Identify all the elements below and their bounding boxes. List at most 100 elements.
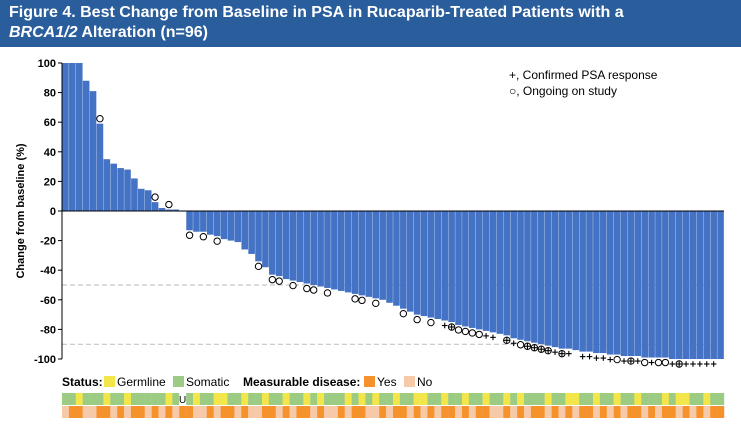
md-cell: [703, 406, 711, 418]
md-cell: [399, 406, 407, 418]
status-cell: [296, 393, 304, 405]
legend-ongoing: ○, Ongoing on study: [509, 84, 617, 98]
status-cell: [282, 393, 290, 405]
status-cell: [620, 393, 628, 405]
status-cell: [468, 393, 476, 405]
md-cell: [717, 406, 725, 418]
status-cell: [62, 393, 70, 405]
bar: [351, 211, 359, 294]
md-cell: [206, 406, 214, 418]
status-cell: [434, 393, 442, 405]
md-cell: [75, 406, 83, 418]
bar: [227, 211, 235, 241]
md-cell: [544, 406, 552, 418]
y-tick-label: -80: [40, 324, 56, 336]
bar: [627, 211, 635, 357]
md-cell: [530, 406, 539, 418]
status-cell: [303, 393, 311, 405]
figure-title-rest: Alteration (n=96): [77, 24, 209, 41]
md-cell: [227, 406, 235, 418]
status-cell: [68, 393, 76, 405]
status-cell: [379, 393, 387, 405]
md-cell: [344, 406, 352, 418]
status-cell: [641, 393, 649, 405]
status-cell: [572, 393, 580, 405]
md-cell: [427, 406, 435, 418]
bar: [110, 163, 118, 211]
md-cell: [62, 406, 70, 418]
md-cell: [379, 406, 387, 418]
ongoing-marker: [96, 114, 104, 123]
bar: [241, 211, 249, 250]
bar: [689, 211, 697, 359]
md-cell: [475, 406, 483, 418]
status-cell: [393, 393, 401, 405]
md-cell: [461, 406, 470, 418]
status-cell: [289, 393, 297, 405]
md-cell: [517, 406, 525, 418]
annotation-rows: U: [62, 393, 725, 418]
bar: [517, 211, 524, 340]
status-cell: [606, 393, 614, 405]
status-cell: [365, 393, 373, 405]
bar: [406, 211, 414, 312]
ongoing-marker: [309, 286, 318, 294]
bar: [255, 211, 262, 262]
bar: [641, 211, 648, 358]
bar: [655, 211, 662, 358]
md-cell: [413, 406, 421, 418]
md-cell: [220, 406, 228, 418]
status-cell: [103, 393, 111, 405]
bar: [103, 159, 111, 211]
bar: [296, 211, 304, 283]
status-cell: [558, 393, 566, 405]
status-cell: [330, 393, 339, 405]
ongoing-marker: [654, 358, 663, 367]
ongoing-marker: [399, 309, 408, 318]
md-cell: [144, 406, 152, 418]
bar: [579, 211, 586, 352]
status-cell: [137, 393, 145, 405]
status-cell: [82, 393, 90, 405]
md-cell: [289, 406, 297, 418]
status-cell: [193, 393, 201, 405]
md-cell: [696, 406, 704, 418]
y-tick-label: 60: [44, 117, 56, 129]
ongoing-marker: [613, 355, 621, 364]
md-cell: [606, 406, 614, 418]
md-legend-title: Measurable disease:: [243, 375, 360, 389]
md-cell: [255, 406, 263, 418]
y-tick-label: -60: [40, 295, 56, 307]
status-cell: [89, 393, 97, 405]
status-cell: [248, 393, 256, 405]
md-cell: [468, 406, 476, 418]
md-cell: [330, 406, 339, 418]
ongoing-marker: [323, 289, 332, 297]
bar: [234, 211, 242, 243]
ongoing-marker: [289, 281, 297, 290]
bar: [668, 211, 676, 359]
bar: [482, 211, 490, 331]
md-cell: [130, 406, 139, 418]
md-cell: [579, 406, 587, 418]
md-cell: [648, 406, 656, 418]
md-cell: [317, 406, 325, 418]
status-cell: [592, 393, 601, 405]
md-cell: [668, 406, 676, 418]
bar: [151, 202, 159, 211]
bar: [682, 211, 690, 359]
bar: [503, 211, 511, 336]
bar: [386, 211, 393, 303]
md-cell: [310, 406, 318, 418]
ongoing-marker: [254, 262, 263, 271]
germline-swatch: [104, 376, 115, 387]
status-cell: [565, 393, 573, 405]
md-cell: [406, 406, 414, 418]
bar: [331, 211, 338, 290]
status-cell: [682, 393, 690, 405]
bar: [165, 209, 173, 211]
md-cell: [675, 406, 683, 418]
md-cell: [613, 406, 621, 418]
status-cell: [689, 393, 697, 405]
bar: [606, 211, 614, 355]
